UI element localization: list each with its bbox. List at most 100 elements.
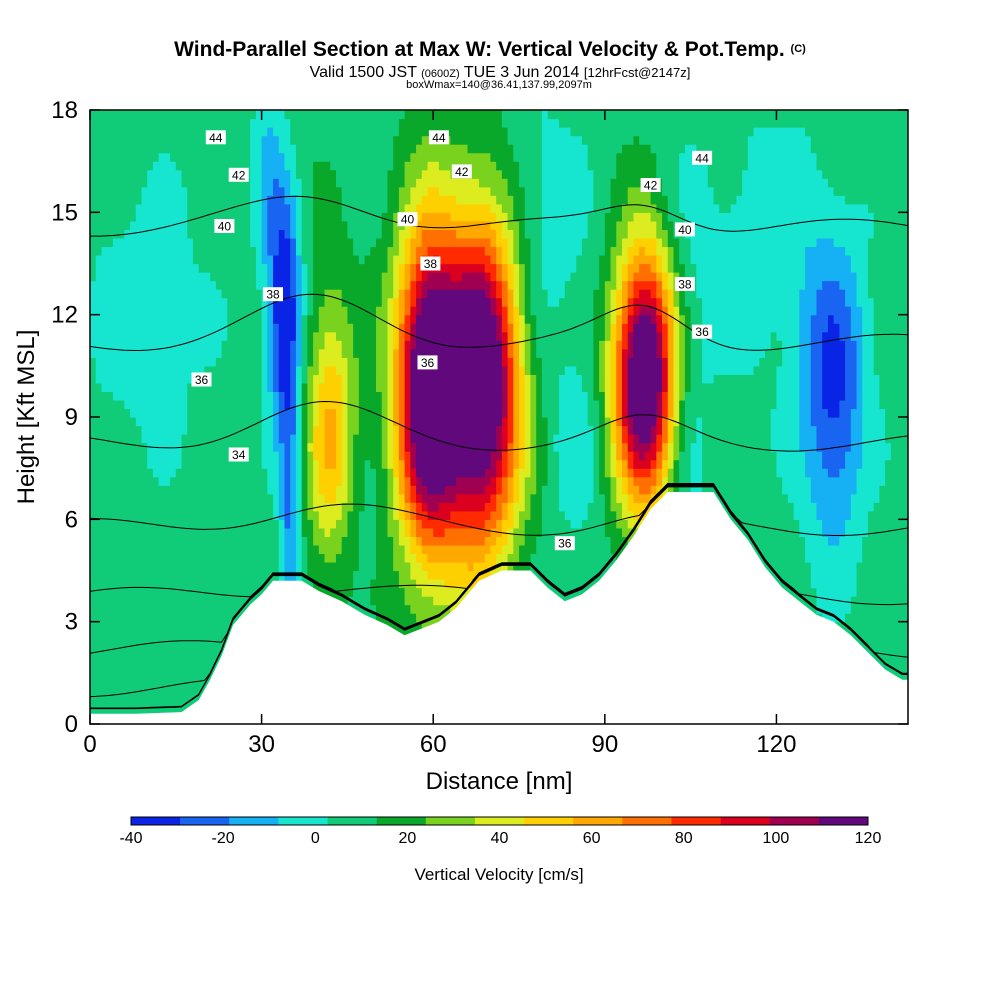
velocity-cell bbox=[301, 425, 308, 435]
velocity-cell bbox=[604, 434, 612, 444]
velocity-cell bbox=[192, 621, 200, 631]
velocity-cell bbox=[444, 587, 451, 597]
velocity-cell bbox=[541, 510, 549, 520]
velocity-cell bbox=[541, 468, 549, 478]
velocity-cell bbox=[233, 596, 240, 606]
velocity-cell bbox=[644, 451, 652, 461]
velocity-cell bbox=[461, 519, 469, 529]
velocity-cell bbox=[152, 476, 160, 486]
velocity-cell bbox=[158, 468, 165, 478]
velocity-cell bbox=[278, 493, 286, 503]
velocity-cell bbox=[587, 476, 594, 486]
velocity-cell bbox=[456, 459, 463, 469]
velocity-cell bbox=[295, 451, 303, 461]
velocity-cell bbox=[673, 434, 680, 444]
velocity-cell bbox=[764, 527, 772, 537]
velocity-cell bbox=[713, 442, 720, 452]
velocity-cell bbox=[233, 544, 240, 555]
velocity-cell bbox=[484, 544, 492, 555]
velocity-cell bbox=[90, 647, 97, 657]
velocity-cell bbox=[215, 570, 223, 580]
velocity-cell bbox=[290, 476, 297, 486]
velocity-cell bbox=[845, 468, 852, 478]
velocity-cell bbox=[330, 442, 337, 452]
velocity-cell bbox=[307, 485, 314, 495]
velocity-cell bbox=[827, 553, 835, 563]
velocity-cell bbox=[192, 553, 200, 563]
velocity-cell bbox=[318, 476, 326, 486]
velocity-cell bbox=[124, 647, 131, 657]
velocity-cell bbox=[124, 596, 131, 606]
velocity-cell bbox=[255, 510, 263, 520]
velocity-cell bbox=[307, 544, 314, 555]
velocity-cell bbox=[393, 510, 400, 520]
velocity-cell bbox=[787, 476, 795, 486]
velocity-cell bbox=[616, 536, 623, 546]
velocity-cell bbox=[175, 596, 183, 606]
velocity-cell bbox=[902, 613, 908, 623]
velocity-cell bbox=[587, 519, 594, 529]
velocity-cell bbox=[822, 425, 829, 435]
velocity-cell bbox=[616, 493, 623, 503]
velocity-cell bbox=[95, 681, 103, 691]
velocity-cell bbox=[593, 485, 600, 495]
velocity-cell bbox=[867, 587, 875, 597]
velocity-cell bbox=[438, 510, 446, 520]
velocity-cell bbox=[770, 485, 778, 495]
velocity-cell bbox=[599, 476, 606, 486]
velocity-cell bbox=[381, 519, 389, 529]
velocity-cell bbox=[313, 561, 320, 572]
velocity-cell bbox=[805, 425, 812, 435]
velocity-cell bbox=[850, 502, 858, 512]
velocity-cell bbox=[175, 527, 183, 537]
velocity-cell bbox=[547, 561, 554, 572]
velocity-cell bbox=[410, 536, 417, 546]
velocity-cell bbox=[513, 442, 520, 452]
velocity-cell bbox=[290, 493, 297, 503]
velocity-cell bbox=[684, 485, 692, 495]
velocity-cell bbox=[170, 681, 177, 691]
velocity-cell bbox=[427, 476, 434, 486]
velocity-cell bbox=[135, 459, 143, 469]
velocity-cell bbox=[896, 587, 903, 597]
velocity-cell bbox=[118, 706, 125, 717]
velocity-cell bbox=[530, 510, 537, 520]
velocity-cell bbox=[233, 604, 240, 614]
velocity-cell bbox=[124, 510, 131, 520]
velocity-cell bbox=[747, 442, 755, 452]
velocity-cell bbox=[341, 425, 349, 435]
velocity-cell bbox=[101, 459, 108, 469]
velocity-cell bbox=[427, 425, 434, 435]
velocity-cell bbox=[152, 459, 160, 469]
velocity-cell bbox=[387, 553, 394, 563]
velocity-cell bbox=[484, 493, 492, 503]
velocity-cell bbox=[873, 604, 880, 614]
velocity-cell bbox=[822, 493, 829, 503]
velocity-cell bbox=[101, 536, 108, 546]
velocity-cell bbox=[433, 476, 440, 486]
velocity-cell bbox=[284, 451, 291, 461]
velocity-cell bbox=[599, 502, 606, 512]
velocity-cell bbox=[370, 468, 377, 478]
velocity-cell bbox=[524, 519, 532, 529]
velocity-cell bbox=[164, 451, 171, 461]
velocity-cell bbox=[152, 630, 160, 640]
velocity-cell bbox=[278, 519, 286, 529]
velocity-cell bbox=[198, 459, 206, 469]
velocity-cell bbox=[478, 425, 486, 435]
velocity-cell bbox=[810, 544, 818, 555]
velocity-cell bbox=[541, 442, 549, 452]
velocity-cell bbox=[124, 459, 131, 469]
velocity-cell bbox=[421, 544, 429, 555]
velocity-cell bbox=[536, 519, 543, 529]
velocity-cell bbox=[799, 519, 806, 529]
velocity-cell bbox=[112, 681, 120, 691]
velocity-cell bbox=[381, 544, 389, 555]
velocity-cell bbox=[450, 544, 457, 555]
velocity-cell bbox=[101, 689, 108, 700]
velocity-cell bbox=[867, 621, 875, 631]
velocity-cell bbox=[381, 596, 389, 606]
velocity-cell bbox=[227, 587, 234, 597]
velocity-cell bbox=[198, 613, 206, 623]
velocity-cell bbox=[810, 596, 818, 606]
